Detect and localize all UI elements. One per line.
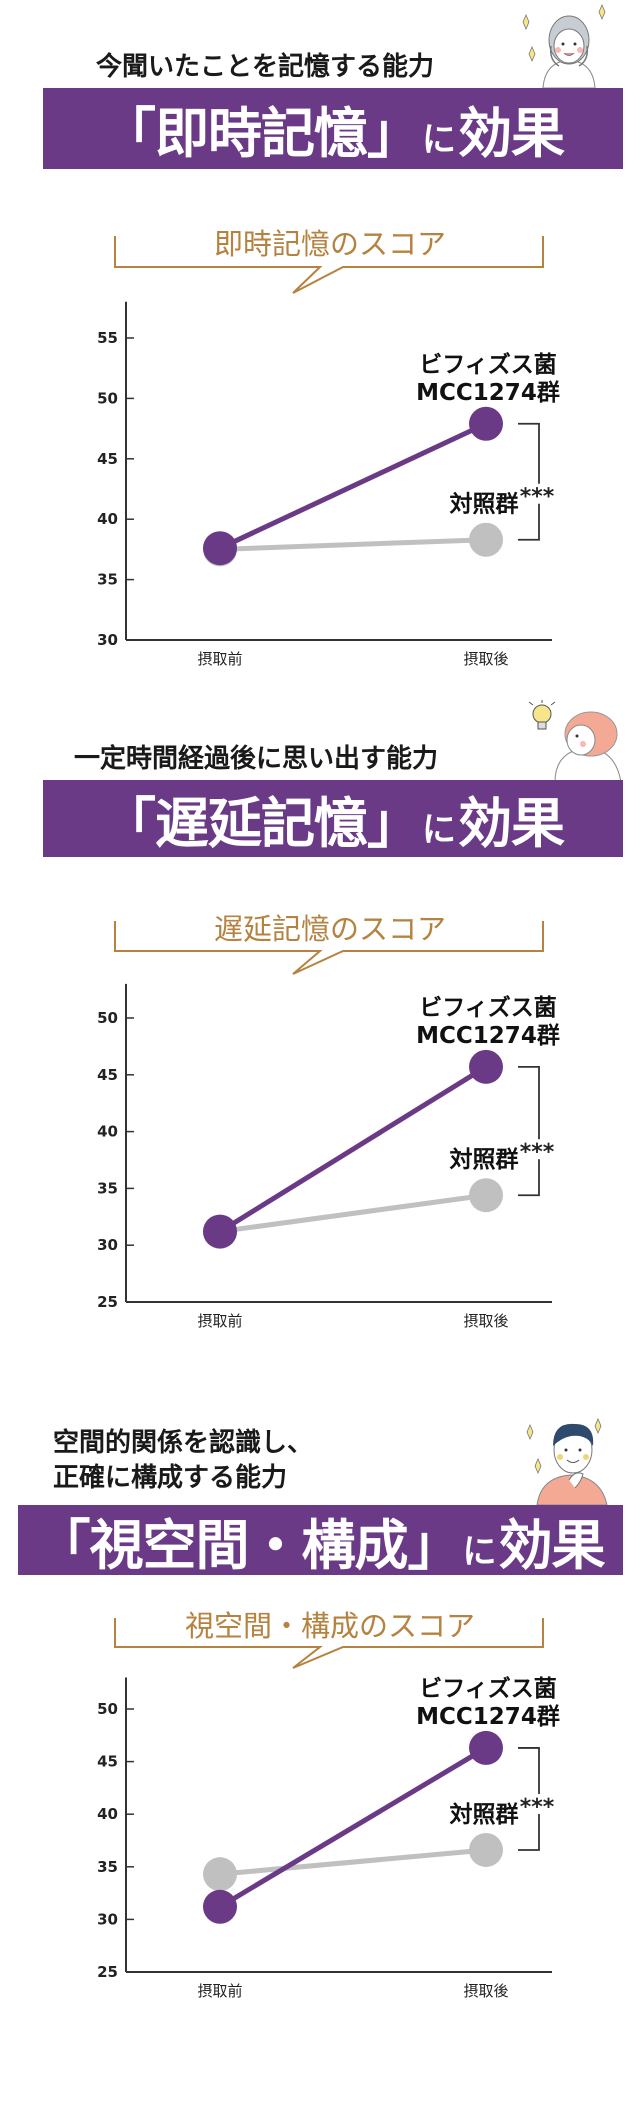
- y-tick-label: 40: [97, 510, 118, 528]
- chart-title: 視空間・構成のスコア: [185, 1609, 475, 1643]
- data-point: [469, 522, 503, 557]
- woman-lightbulb-illustration-icon: [528, 700, 622, 782]
- y-tick-label: 30: [97, 1236, 118, 1254]
- band-effect: 効果: [498, 1513, 606, 1577]
- x-tick-label: 摂取後: [463, 1312, 508, 1330]
- y-tick-label: 40: [97, 1805, 118, 1823]
- data-point: [469, 1832, 503, 1867]
- data-point: [469, 1178, 503, 1213]
- y-tick-label: 55: [97, 329, 118, 347]
- series-line: [218, 1745, 488, 1909]
- band-title: 「視空間・構成」: [36, 1513, 462, 1577]
- section-2-band: 「遅延記憶」に効果: [43, 780, 623, 857]
- y-tick-label: 50: [97, 1009, 118, 1027]
- series-label-control: 対照群: [450, 1146, 519, 1173]
- y-tick-label: 30: [97, 1910, 118, 1928]
- section-1-band: 「即時記憶」に効果: [43, 88, 623, 169]
- band-title: 「遅延記憶」: [102, 792, 421, 855]
- title-bubble-frame: [114, 1618, 544, 1669]
- y-tick-label: 25: [97, 1293, 118, 1311]
- woman-illustration-icon: [522, 3, 606, 88]
- y-tick-label: 40: [97, 1123, 118, 1141]
- data-point: [469, 406, 503, 441]
- series-line: [219, 1192, 487, 1235]
- x-tick-label: 摂取後: [463, 1982, 508, 2000]
- x-tick-label: 摂取前: [197, 1982, 242, 2000]
- series-label-control: 対照群: [450, 1801, 519, 1828]
- chart-title: 遅延記憶のスコア: [214, 912, 446, 946]
- bracket-gap: [528, 483, 558, 504]
- chart-title: 即時記憶のスコア: [214, 227, 446, 261]
- chart-immediate-memory: 即時記憶のスコア 30 35 40 45 50 55 摂取前 摂取後 ビフィズス菌MCC1274…: [97, 227, 560, 668]
- band-effect: 効果: [458, 102, 565, 165]
- section-3-lead-line-2: 正確に構成する能力: [53, 1463, 288, 1493]
- x-tick-label: 摂取前: [197, 650, 242, 668]
- band-particle: に: [462, 1531, 497, 1572]
- series-line: [219, 537, 487, 552]
- y-tick-label: 50: [97, 1700, 118, 1718]
- series-line: [218, 1064, 488, 1234]
- title-bubble-frame: [114, 921, 544, 975]
- band-particle: に: [422, 810, 456, 850]
- section-3-lead-line-1: 空間的関係を認識し、: [53, 1428, 314, 1458]
- title-bubble-frame: [114, 236, 544, 294]
- y-tick-label: 45: [97, 1753, 118, 1771]
- y-tick-label: 35: [97, 571, 118, 589]
- chart-delayed-memory: 遅延記憶のスコア 25 30 35 40 45 50 摂取前 摂取後 ビフィズス菌MCC1274…: [97, 912, 560, 1330]
- y-tick-label: 25: [97, 1963, 118, 1981]
- significance-stars: ***: [520, 485, 555, 510]
- series-label-mcc1274: MCC1274群: [416, 1703, 560, 1730]
- section-2-lead: 一定時間経過後に思い出す能力: [74, 744, 439, 774]
- significance-stars: ***: [520, 1140, 555, 1165]
- series-line: [219, 1847, 487, 1877]
- data-point: [469, 1730, 503, 1765]
- section-1-lead: 今聞いたことを記憶する能力: [96, 52, 435, 82]
- band-particle: に: [422, 120, 456, 160]
- y-tick-label: 35: [97, 1179, 118, 1197]
- man-illustration-icon: [526, 1417, 608, 1505]
- series-label-bifidobacterium: ビフィズス菌: [419, 994, 557, 1021]
- data-point: [203, 1214, 237, 1249]
- series-line: [218, 421, 488, 551]
- band-effect: 効果: [458, 792, 565, 855]
- bracket-gap: [528, 1139, 558, 1160]
- data-point: [203, 1889, 237, 1924]
- series-label-mcc1274: MCC1274群: [416, 379, 560, 406]
- series-label-mcc1274: MCC1274群: [416, 1022, 560, 1049]
- chart-visuospatial: 視空間・構成のスコア 25 30 35 40 45 50 摂取前 摂取後 ビフィズス菌MCC12…: [97, 1609, 560, 2000]
- data-point: [203, 531, 237, 566]
- x-tick-label: 摂取後: [463, 650, 508, 668]
- significance-stars: ***: [520, 1795, 555, 1820]
- data-point: [469, 1049, 503, 1084]
- y-tick-label: 50: [97, 389, 118, 407]
- data-point: [203, 1857, 237, 1892]
- y-tick-label: 30: [97, 631, 118, 649]
- y-tick-label: 45: [97, 1066, 118, 1084]
- band-title: 「即時記憶」: [102, 102, 421, 165]
- series-label-bifidobacterium: ビフィズス菌: [419, 351, 557, 378]
- section-3-band: 「視空間・構成」に効果: [18, 1505, 623, 1577]
- significance-bracket: [518, 1065, 540, 1197]
- y-tick-label: 45: [97, 450, 118, 468]
- series-label-control: 対照群: [450, 491, 519, 518]
- significance-bracket: [518, 422, 540, 541]
- y-tick-label: 35: [97, 1858, 118, 1876]
- bracket-gap: [528, 1793, 558, 1814]
- series-label-bifidobacterium: ビフィズス菌: [419, 1675, 557, 1702]
- x-tick-label: 摂取前: [197, 1312, 242, 1330]
